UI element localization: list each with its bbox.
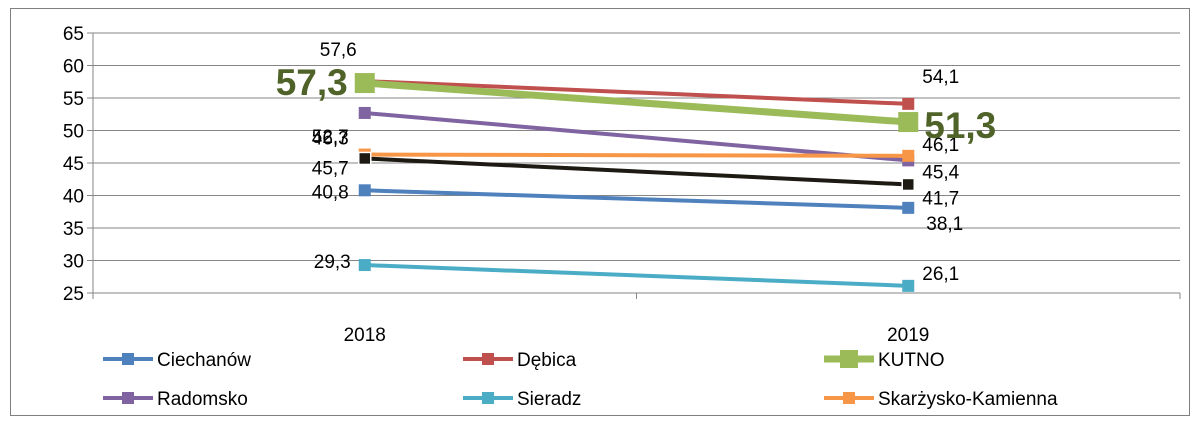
data-label-kutno-2019: 51,3 <box>924 105 996 146</box>
legend-swatch-marker <box>482 392 494 404</box>
data-label-skarzysko-kamienna-2019: 46,1 <box>922 135 959 156</box>
data-label-sieradz-2018: 29,3 <box>314 252 351 273</box>
legend-item-kutno: KUTNO <box>824 350 945 371</box>
data-label-overall-2019: 41,7 <box>922 188 959 209</box>
data-label-debica-2019: 54,1 <box>922 67 959 88</box>
marker-sieradz-2019 <box>902 279 915 292</box>
series-line-overall <box>364 156 909 187</box>
marker-kutno-2019 <box>898 112 919 133</box>
axes: 25 30 35 40 45 50 55 60 65 2018 2019 <box>63 24 1181 346</box>
legend-swatch-marker <box>122 353 134 365</box>
data-label-radomsko-2019: 45,4 <box>922 162 959 183</box>
series-line-kutno <box>364 79 909 126</box>
y-tick-label: 65 <box>63 24 84 45</box>
legend-label: Ciechanów <box>157 350 251 371</box>
series-line-sieradz <box>364 263 909 288</box>
y-tick-label: 40 <box>63 187 84 208</box>
marker-ciechanow-2019 <box>902 201 915 214</box>
marker-ciechanow-2018 <box>358 184 371 197</box>
y-tick-label: 60 <box>63 57 84 78</box>
series-line-debica <box>364 79 909 106</box>
x-tick-label: 2018 <box>344 325 386 346</box>
series-lines <box>354 73 919 292</box>
marker-radomsko-2018 <box>358 106 371 119</box>
legend-item-ciechanow: Ciechanów <box>103 350 251 371</box>
data-label-ciechanow-2019: 38,1 <box>926 214 963 235</box>
legend: Ciechanów Dębica KUTNO Radomsko Sieradz Skarż… <box>103 350 1058 410</box>
series-line-radomsko <box>364 110 909 163</box>
marker-debica-2019 <box>902 97 915 110</box>
data-label-overall-2018: 45,7 <box>312 158 349 179</box>
marker-overall-2018 <box>358 151 372 166</box>
data-label-sieradz-2019: 26,1 <box>922 264 959 285</box>
data-label-debica-2018: 57,6 <box>320 40 357 61</box>
legend-swatch-marker <box>482 353 494 365</box>
y-tick-label: 55 <box>63 89 84 110</box>
legend-item-debica: Dębica <box>463 350 577 371</box>
data-label-ciechanow-2018: 40,8 <box>312 182 349 203</box>
marker-overall-2019 <box>901 177 915 192</box>
x-tick-label: 2019 <box>887 325 929 346</box>
gridlines <box>93 32 1180 261</box>
legend-item-radomsko: Radomsko <box>103 389 248 410</box>
legend-swatch-marker <box>843 392 855 404</box>
data-label-skarzysko-kamienna-2018: 46,3 <box>312 129 349 150</box>
legend-item-skarzysko-kamienna: Skarżysko-Kamienna <box>824 389 1058 410</box>
y-tick-label: 50 <box>63 122 84 143</box>
legend-swatch-marker <box>840 350 858 368</box>
legend-swatch-marker <box>122 392 134 404</box>
data-label-radomsko-2018: 52,7 <box>312 127 349 148</box>
legend-label: KUTNO <box>878 350 945 371</box>
legend-label: Radomsko <box>157 389 248 410</box>
legend-label: Dębica <box>517 350 577 371</box>
y-tick-label: 30 <box>63 252 84 273</box>
data-label-kutno-2018: 57,3 <box>276 62 348 103</box>
series-line-skarzysko-kamienna <box>364 152 909 158</box>
chart-frame <box>10 8 1190 416</box>
legend-item-sieradz: Sieradz <box>463 389 581 410</box>
y-tick-label: 25 <box>63 284 84 305</box>
legend-label: Skarżysko-Kamienna <box>878 389 1058 410</box>
y-tick-label: 45 <box>63 154 84 175</box>
data-labels: 40,8 38,1 57,6 54,1 52,7 45,4 29,3 26,1 46,3 46,1… <box>276 40 997 285</box>
series-line-ciechanow <box>364 188 909 210</box>
y-tick-label: 35 <box>63 219 84 240</box>
marker-sieradz-2018 <box>358 259 371 272</box>
marker-kutno-2018 <box>354 73 375 94</box>
legend-label: Sieradz <box>517 389 581 410</box>
marker-skarzysko-kamienna-2019 <box>902 149 915 162</box>
